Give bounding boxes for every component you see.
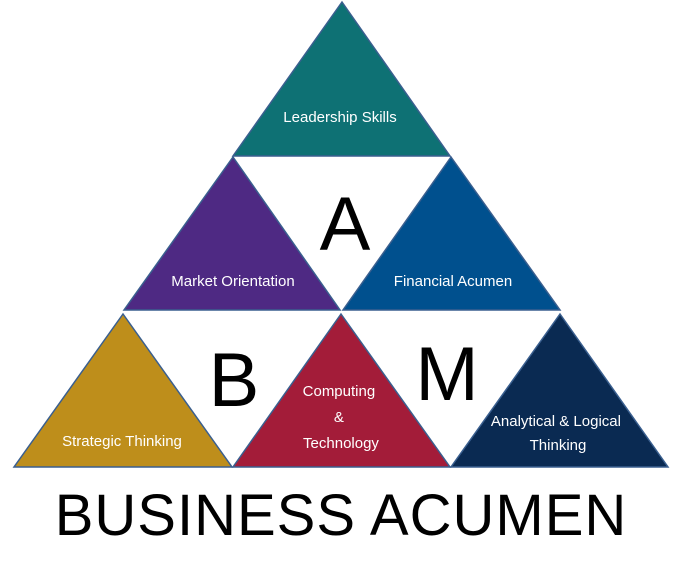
triangle-strategic-thinking [12, 312, 234, 468]
label-computing-technology: Computing & Technology [303, 383, 380, 452]
label-financial-acumen: Financial Acumen [394, 273, 512, 290]
diagram-title: BUSINESS ACUMEN [55, 483, 628, 548]
label-market-orientation: Market Orientation [171, 273, 294, 290]
label-strategic-thinking: Strategic Thinking [62, 433, 182, 450]
letter-b: B [209, 338, 260, 423]
letter-a: A [320, 182, 371, 267]
triangle-leadership-skills [231, 0, 452, 157]
triangle-financial-acumen [341, 155, 562, 311]
triangle-computing-technology [231, 312, 452, 468]
letter-m: M [415, 332, 478, 417]
label-leadership-skills: Leadership Skills [283, 109, 396, 126]
triangle-analytical-logical-thinking [449, 312, 670, 468]
label-analytical-logical-thinking: Analytical & Logical Thinking [491, 413, 625, 454]
triangle-market-orientation [122, 155, 342, 311]
